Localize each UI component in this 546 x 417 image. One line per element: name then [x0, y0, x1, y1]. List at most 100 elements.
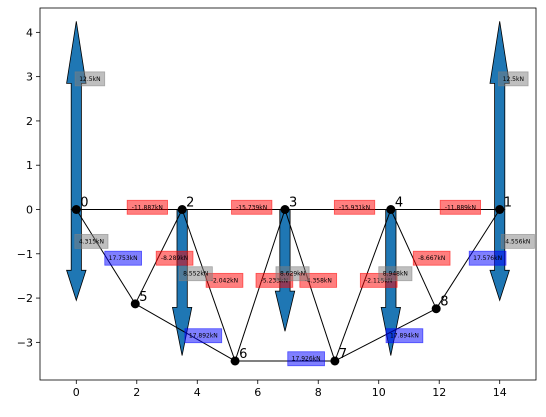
member-force-label-box	[104, 250, 142, 266]
node-label: 0	[80, 196, 88, 211]
member-force-label-text: -11.887kN	[132, 204, 163, 211]
load-arrow	[66, 209, 87, 302]
member-force-label-text: -4.358kN	[305, 277, 332, 284]
member-force-label: 17.926kN	[287, 351, 325, 367]
member-force-label: 17.576kN	[468, 250, 507, 266]
reaction-h-label-box	[500, 233, 535, 249]
member-force-label-box	[126, 199, 168, 215]
load-label-text: 8.948kN	[383, 271, 408, 278]
member-force-label-box	[468, 250, 507, 266]
x-tick-label: 14	[493, 386, 507, 399]
reaction-label: 12.5kN	[74, 71, 106, 87]
member-force-label-text: -5.233kN	[261, 277, 288, 284]
node-label: 4	[395, 196, 403, 211]
member-force-label: -11.889kN	[439, 199, 481, 215]
y-tick-label: −1	[17, 248, 33, 261]
reaction-h-label-box	[74, 233, 109, 249]
load-label-text: 8.552kN	[183, 271, 208, 278]
reaction-h-label: 4.556kN	[500, 233, 535, 249]
member-force-label-text: 17.926kN	[292, 356, 321, 363]
y-tick-label: 2	[26, 115, 33, 128]
y-tick-label: 0	[26, 204, 33, 217]
truss-nodes: 0 1 2 3 4 5 6 7 8	[71, 196, 512, 366]
member-force-label-text: -15.931kN	[339, 204, 370, 211]
node-label: 8	[440, 295, 448, 310]
reaction-label-box	[498, 71, 529, 87]
x-tick-label: 12	[432, 386, 446, 399]
member-force-label-text: -2.042kN	[211, 277, 238, 284]
force-labels: -11.887kN -15.739kN -15.931kN -11.889kN 17.7…	[74, 71, 535, 367]
load-label-box	[378, 266, 413, 282]
plot-frame	[39, 7, 537, 381]
node-label: 3	[289, 196, 297, 211]
y-tick-label: −2	[17, 292, 33, 305]
member-force-label: 17.892kN	[184, 328, 223, 344]
member-force-label-box	[439, 199, 481, 215]
load-label-box	[178, 266, 213, 282]
y-tick-label: 4	[26, 26, 33, 39]
member-force-label-box	[184, 328, 223, 344]
member-force-label-box	[333, 199, 376, 215]
truss-node	[177, 205, 187, 214]
member-force-label: -8.667kN	[412, 250, 451, 266]
reaction-arrow	[489, 21, 510, 210]
truss-member	[435, 209, 501, 309]
reaction-h-label-text: 4.315kN	[79, 238, 104, 245]
x-tick-label: 4	[194, 386, 201, 399]
node-label: 5	[139, 290, 147, 305]
reaction-label-text: 12.5kN	[79, 76, 100, 83]
truss-node	[230, 356, 240, 366]
load-label-box	[275, 266, 310, 282]
member-force-label: -15.931kN	[333, 199, 376, 215]
truss-member	[334, 308, 437, 362]
node-label: 1	[504, 196, 512, 211]
member-force-label: 17.894kN	[385, 328, 424, 344]
member-force-label-text: 17.892kN	[189, 333, 218, 340]
member-force-label-box	[385, 328, 424, 344]
load-arrows	[66, 21, 510, 356]
member-force-label: 17.753kN	[104, 250, 142, 266]
node-label: 6	[239, 347, 247, 362]
member-force-label-text: -8.667kN	[418, 255, 445, 262]
member-force-label-text: -15.739kN	[236, 204, 267, 211]
node-label: 7	[339, 347, 347, 362]
member-force-label-box	[412, 250, 451, 266]
node-label: 2	[186, 196, 194, 211]
member-force-label-text: 17.753kN	[109, 255, 138, 262]
load-label-text: 8.629kN	[280, 271, 305, 278]
y-tick-label: 1	[26, 159, 33, 172]
reaction-h-label-text: 4.556kN	[505, 238, 530, 245]
truss-node	[280, 205, 290, 214]
load-label: 8.552kN	[178, 266, 213, 282]
load-label: 8.948kN	[378, 266, 413, 282]
truss-node	[386, 205, 396, 214]
x-tick-label: 2	[133, 386, 140, 399]
x-tick-label: 0	[73, 386, 80, 399]
x-tick-label: 8	[315, 386, 322, 399]
y-tick-label: 3	[26, 71, 33, 84]
member-force-label-text: 17.894kN	[390, 333, 419, 340]
truss-node	[495, 205, 505, 214]
y-tick-label: −3	[17, 336, 33, 349]
truss-node	[71, 205, 81, 214]
member-force-label-box	[231, 199, 273, 215]
truss-node	[431, 304, 441, 314]
load-label: 8.629kN	[275, 266, 310, 282]
truss-node	[130, 299, 140, 309]
member-force-label-box	[155, 250, 194, 266]
member-force-label: -15.739kN	[231, 199, 273, 215]
reaction-label-box	[74, 71, 106, 87]
member-force-label-text: -11.889kN	[445, 204, 476, 211]
member-force-label-text: -8.289kN	[161, 255, 188, 262]
x-tick-label: 10	[372, 386, 386, 399]
reaction-arrow	[66, 21, 87, 210]
member-force-label-text: 17.576kN	[473, 255, 502, 262]
x-tick-label: 6	[254, 386, 261, 399]
member-force-label-box	[287, 351, 325, 367]
reaction-label: 12.5kN	[498, 71, 529, 87]
member-force-label: -11.887kN	[126, 199, 168, 215]
reaction-h-label: 4.315kN	[74, 233, 109, 249]
